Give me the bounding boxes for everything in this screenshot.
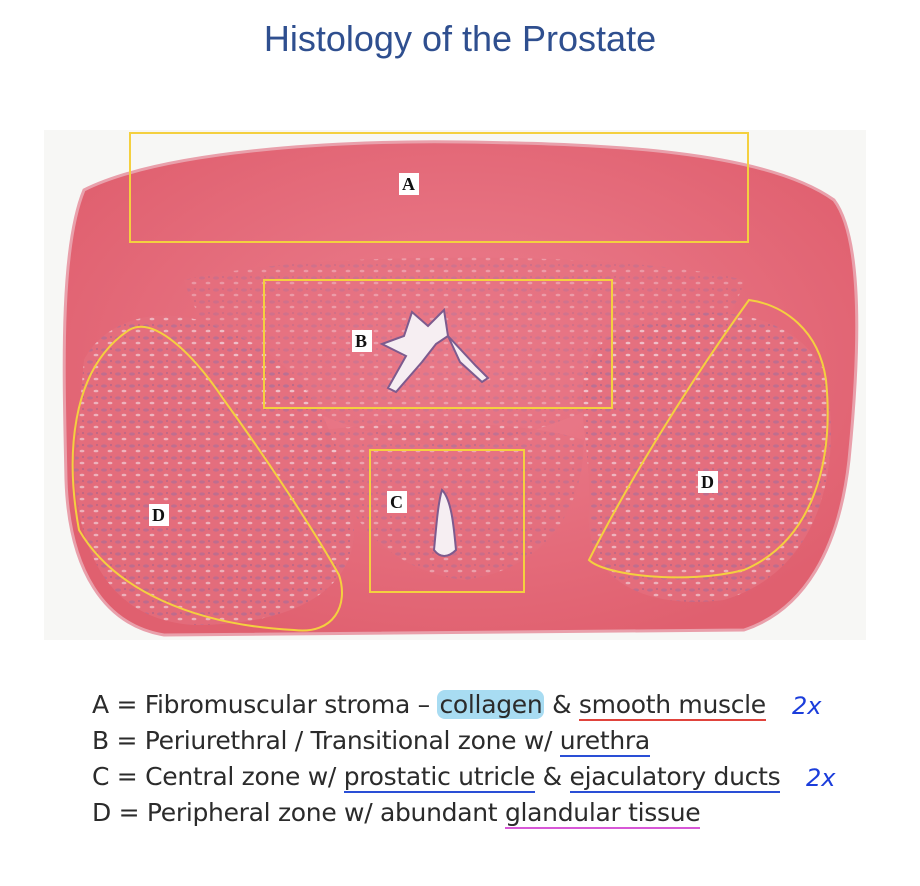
legend-c-prefix: C = Central zone w/	[92, 762, 344, 791]
prostatic-utricle-underlined: prostatic utricle	[343, 762, 536, 793]
legend-line-d: D = Peripheral zone w/ abundant glandula…	[92, 798, 892, 834]
legend-line-b: B = Periurethral / Transitional zone w/ …	[92, 726, 892, 762]
urethra-underlined: urethra	[559, 726, 650, 757]
glandular-region-right	[582, 312, 831, 602]
zone-b-label: B	[355, 331, 367, 351]
zone-d-right-outline	[587, 298, 829, 579]
handwritten-note-c: 2x	[806, 764, 836, 792]
legend-d-prefix: D = Peripheral zone w/ abundant	[92, 798, 505, 827]
prostatic-utricle	[432, 488, 458, 557]
zone-a-box	[129, 132, 749, 243]
zone-b-box	[263, 279, 613, 409]
legend-b-prefix: B = Periurethral / Transitional zone w/	[92, 726, 560, 755]
zone-c-box	[369, 449, 525, 593]
glandular-region-lower	[324, 423, 584, 580]
glandular-tissue-underlined: glandular tissue	[504, 798, 701, 829]
zone-d-left-outline	[71, 325, 343, 632]
handwritten-note-a: 2x	[792, 692, 822, 720]
urethra	[379, 307, 490, 394]
legend-line-a: A = Fibromuscular stroma – collagen & sm…	[92, 690, 892, 726]
legend-a-middle: &	[544, 690, 579, 719]
prostate-histology-image: A B C D D	[44, 130, 866, 640]
zone-c-label: C	[390, 492, 403, 512]
legend-a-prefix: A = Fibromuscular stroma –	[92, 690, 438, 719]
zone-d-left-label: D	[152, 505, 165, 525]
legend-line-c: C = Central zone w/ prostatic utricle & …	[92, 762, 892, 798]
page-title: Histology of the Prostate	[263, 18, 657, 59]
smooth-muscle-underlined: smooth muscle	[578, 690, 766, 721]
zone-a-label: A	[402, 174, 415, 194]
zone-legend: A = Fibromuscular stroma – collagen & sm…	[92, 690, 892, 834]
zone-d-right-label: D	[701, 472, 714, 492]
ejaculatory-ducts-underlined: ejaculatory ducts	[569, 762, 781, 793]
collagen-highlight: collagen	[437, 690, 545, 719]
legend-c-middle: &	[535, 762, 570, 791]
